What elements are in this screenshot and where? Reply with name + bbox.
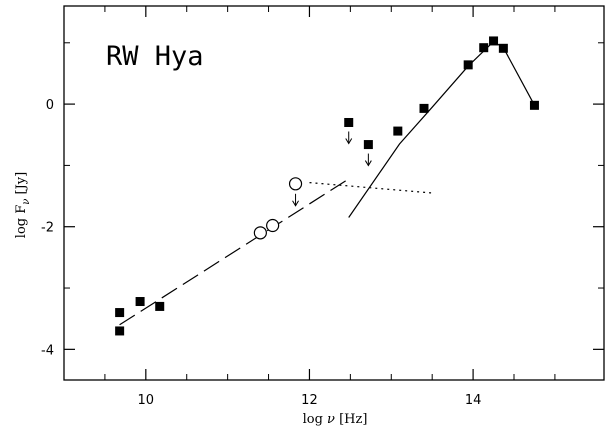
upper-limit-arrow-head <box>345 138 353 145</box>
x-tick-label: 12 <box>301 393 318 408</box>
data-point-square <box>489 36 499 46</box>
y-axis-label-subscript: ν <box>21 199 32 205</box>
y-axis-label-unit: [Jy] <box>14 172 29 199</box>
data-point-circle <box>288 177 303 191</box>
solid-fit-line <box>348 40 536 218</box>
data-point-square <box>115 308 125 318</box>
x-axis-label-symbol: ν <box>327 412 335 427</box>
dotted-fit-line <box>309 182 433 194</box>
x-tick-label: 10 <box>138 393 155 408</box>
data-point-square <box>155 301 165 311</box>
plot-frame <box>63 5 605 381</box>
data-point-square <box>529 100 539 110</box>
data-point-square <box>419 103 429 113</box>
y-tick-label: -4 <box>41 343 54 358</box>
x-tick-label: 14 <box>465 393 482 408</box>
data-point-square <box>463 60 473 70</box>
dashed-fit-line <box>119 178 350 326</box>
data-point-square <box>498 43 508 53</box>
data-point-circle <box>253 226 267 240</box>
data-point-square <box>479 43 489 53</box>
x-axis-label: log ν [Hz] <box>303 412 368 427</box>
y-axis-label-text: log F <box>14 205 29 238</box>
data-point-square <box>135 297 145 307</box>
upper-limit-arrow-head <box>292 200 299 207</box>
y-tick-label: 0 <box>46 98 54 113</box>
x-axis-label-unit: [Hz] <box>335 412 367 427</box>
chart-title: RW Hya <box>106 41 204 72</box>
y-axis-label: log Fν [Jy] <box>14 172 32 238</box>
y-tick-label: -2 <box>41 221 54 236</box>
data-point-circle <box>266 218 280 233</box>
data-point-square <box>115 326 125 336</box>
data-point-square <box>363 140 373 150</box>
data-point-square <box>344 117 354 127</box>
x-axis-label-text: log <box>303 412 327 427</box>
data-point-square <box>393 126 403 136</box>
upper-limit-arrow-head <box>364 160 372 167</box>
